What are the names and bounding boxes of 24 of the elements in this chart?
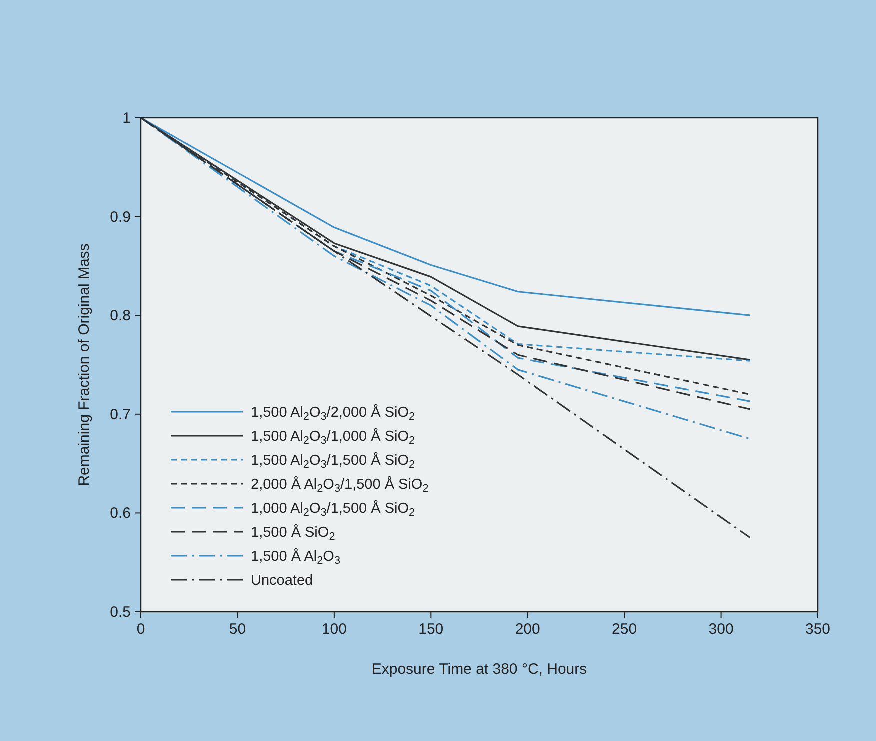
legend-label: 1,500 Al$_{2}$O$_{3}$/1,000 Å SiO$_{2}$ xyxy=(251,428,416,447)
x-tick-label: 250 xyxy=(612,621,638,638)
legend-label: 1,500 Al$_{2}$O$_{3}$/1,500 Å SiO$_{2}$ xyxy=(251,452,416,471)
y-axis-title: Remaining Fraction of Original Mass xyxy=(76,244,93,486)
x-tick-label: 350 xyxy=(805,621,831,638)
x-axis-title: Exposure Time at 380 °C, Hours xyxy=(372,661,588,678)
y-tick-label: 1 xyxy=(122,110,131,127)
x-tick-label: 150 xyxy=(418,621,444,638)
x-tick-label: 200 xyxy=(515,621,540,638)
y-tick-label: 0.6 xyxy=(110,505,131,522)
legend-label: Uncoated xyxy=(251,573,314,589)
y-tick-label: 0.8 xyxy=(110,308,131,325)
x-tick-label: 100 xyxy=(322,621,347,638)
y-tick-label: 0.9 xyxy=(110,208,131,226)
x-tick-label: 50 xyxy=(229,621,246,638)
y-tick-label: 0.7 xyxy=(110,406,131,424)
legend-label: 1,500 Å Al$_{2}$O$_{3}$ xyxy=(251,548,340,567)
legend-label: 1,000 Al$_{2}$O$_{3}$/1,500 Å SiO$_{2}$ xyxy=(251,500,416,519)
x-tick-label: 0 xyxy=(136,621,146,638)
legend-label: 1,500 Al$_{2}$O$_{3}$/2,000 Å SiO$_{2}$ xyxy=(251,404,416,423)
legend-label: 1,500 Å SiO$_{2}$ xyxy=(251,524,336,543)
y-tick-label: 0.5 xyxy=(110,604,131,621)
legend-label: 2,000 Å Al$_{2}$O$_{3}$/1,500 Å SiO$_{2}$ xyxy=(251,476,429,495)
x-tick-label: 300 xyxy=(708,621,734,638)
